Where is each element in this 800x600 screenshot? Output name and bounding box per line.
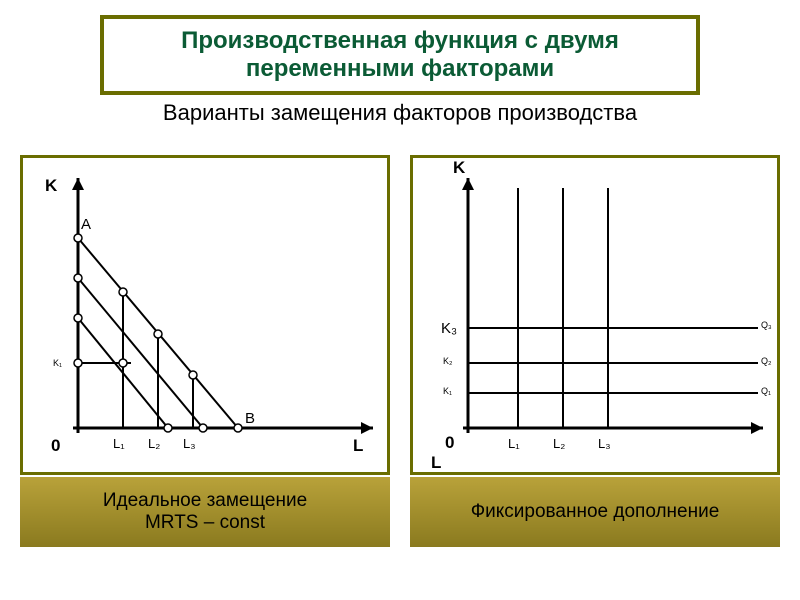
title-box: Производственная функция с двумя перемен… xyxy=(100,15,700,95)
right-caption-text: Фиксированное дополнение xyxy=(471,501,720,523)
title-text: Производственная функция с двумя перемен… xyxy=(124,27,676,83)
right-chart-svg xyxy=(413,158,783,478)
left-origin-label: 0 xyxy=(51,436,60,456)
right-origin-label: 0 xyxy=(445,433,454,453)
left-caption: Идеальное замещение MRTS – const xyxy=(20,475,390,549)
left-caption-text: Идеальное замещение MRTS – const xyxy=(103,490,307,534)
left-k1-label: K₁ xyxy=(53,358,62,368)
right-ytick: K₃ xyxy=(441,320,457,337)
left-chart-panel: K L 0 A B K₁ L₁ L₂ L₃ xyxy=(20,155,390,475)
right-ytick: K₁ xyxy=(443,386,452,396)
left-xtick: L₁ xyxy=(113,436,125,451)
left-xtick: L₂ xyxy=(148,436,160,451)
right-xtick: L₃ xyxy=(598,436,611,451)
right-x-axis-label: L xyxy=(431,453,441,473)
right-q-label: Q₃ xyxy=(761,320,772,330)
point-b-label: B xyxy=(245,410,255,427)
left-chart-svg xyxy=(23,158,393,478)
subtitle: Варианты замещения факторов производства xyxy=(0,100,800,126)
left-y-axis-label: K xyxy=(45,176,57,196)
right-xtick: L₁ xyxy=(508,436,520,451)
right-q-label: Q₂ xyxy=(761,356,772,366)
left-xtick: L₃ xyxy=(183,436,196,451)
right-ytick: K₂ xyxy=(443,356,453,366)
right-y-axis-label: K xyxy=(453,158,465,178)
point-a-label: A xyxy=(81,216,91,233)
right-chart-panel: K L 0 K₃ K₂ K₁ Q₃ Q₂ Q₁ L₁ L₂ L₃ xyxy=(410,155,780,475)
right-caption: Фиксированное дополнение xyxy=(410,475,780,549)
right-xtick: L₂ xyxy=(553,436,565,451)
left-x-axis-label: L xyxy=(353,436,363,456)
right-q-label: Q₁ xyxy=(761,386,771,396)
